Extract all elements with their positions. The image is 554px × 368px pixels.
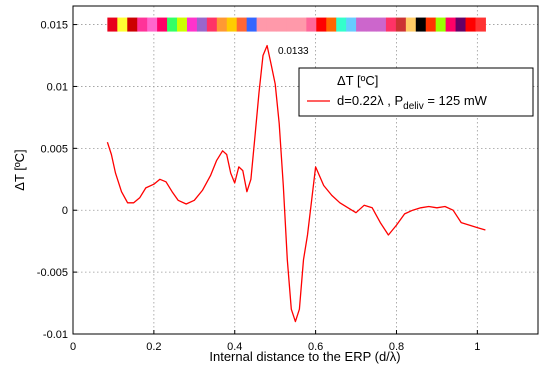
- band-segment: [246, 17, 258, 32]
- band-segment: [415, 17, 427, 32]
- band-segment: [455, 17, 467, 32]
- x-tick-label: 0: [70, 341, 76, 353]
- legend-title: ΔT [ºC]: [337, 73, 378, 88]
- band-segment: [435, 17, 447, 32]
- y-tick-label: 0.005: [40, 143, 68, 155]
- band-segment: [366, 17, 377, 32]
- y-tick-label: -0.01: [43, 329, 68, 341]
- band-segment: [216, 17, 228, 32]
- y-tick-label: 0: [62, 205, 68, 217]
- peak-annotation: 0.0133: [278, 46, 309, 57]
- band-segment: [167, 17, 178, 32]
- plot-frame: [72, 5, 539, 335]
- band-segment: [385, 17, 397, 32]
- series-group: [106, 44, 486, 323]
- x-tick-label: 0.6: [308, 341, 323, 353]
- series-line: [106, 44, 486, 323]
- band-segment: [276, 17, 287, 32]
- band-segment: [375, 17, 387, 32]
- band-segment: [326, 17, 337, 32]
- band-segment: [206, 17, 218, 32]
- y-tick-label: -0.005: [37, 267, 68, 279]
- band-segment: [336, 17, 347, 32]
- band-segment: [177, 17, 188, 32]
- plot-background: [73, 6, 538, 334]
- legend-entry: d=0.22λ , Pdeliv = 125 mW: [337, 93, 488, 112]
- band-segment: [465, 17, 476, 32]
- x-axis-label: Internal distance to the ERP (d/λ): [209, 349, 400, 364]
- band-segment: [425, 17, 437, 32]
- band-segment: [147, 17, 158, 32]
- band-segment: [127, 17, 138, 32]
- band-segment: [475, 17, 486, 32]
- color-band: [107, 17, 486, 32]
- band-segment: [445, 17, 457, 32]
- x-tick-label: 0.4: [227, 341, 242, 353]
- y-ticks: -0.01 -0.005 0 0.005 0.01 0.015: [37, 20, 77, 341]
- band-segment: [356, 17, 367, 32]
- x-tick-label: 0.8: [389, 341, 404, 353]
- band-segment: [117, 17, 128, 32]
- band-segment: [286, 17, 297, 32]
- y-tick-label: 0.01: [47, 81, 68, 93]
- y-axis-label: ΔT [ºC]: [12, 149, 27, 190]
- band-segment: [157, 17, 168, 32]
- band-segment: [296, 17, 307, 32]
- band-segment: [316, 17, 327, 32]
- x-ticks: 0 0.2 0.4 0.6 0.8 1: [70, 330, 480, 353]
- band-segment: [256, 17, 268, 32]
- band-segment: [266, 17, 278, 32]
- band-segment: [186, 17, 198, 32]
- band-segment: [226, 17, 238, 32]
- band-segment: [137, 17, 148, 32]
- x-tick-label: 0.2: [146, 341, 161, 353]
- band-segment: [395, 17, 407, 32]
- legend-box: [298, 67, 534, 117]
- band-segment: [306, 17, 317, 32]
- band-segment: [236, 17, 248, 32]
- x-tick-label: 1: [474, 341, 480, 353]
- legend: ΔT [ºC] d=0.22λ , Pdeliv = 125 mW: [298, 67, 534, 117]
- band-segment: [107, 17, 118, 32]
- band-segment: [346, 17, 357, 32]
- band-segment: [196, 17, 208, 32]
- band-segment: [405, 17, 417, 32]
- y-tick-label: 0.015: [40, 20, 68, 32]
